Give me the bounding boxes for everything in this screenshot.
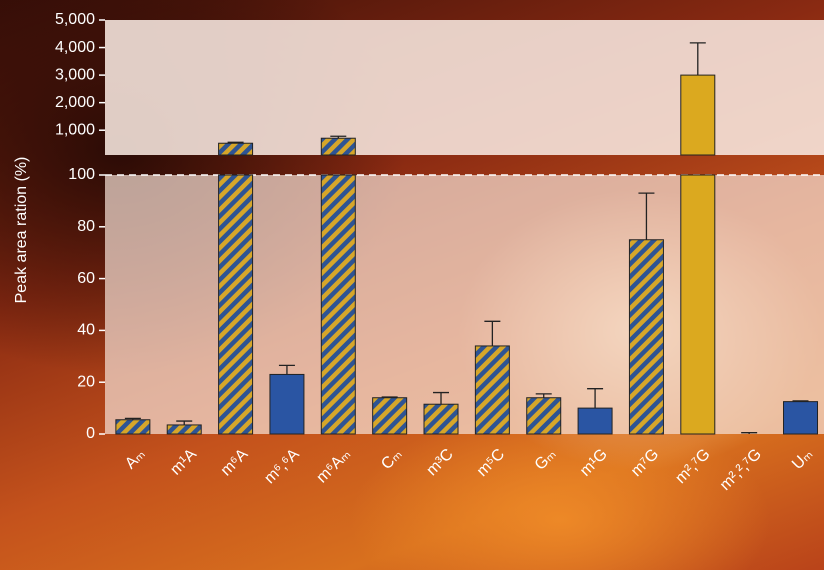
x-tick-label: m¹G	[577, 446, 611, 480]
x-tick-label: m³C	[423, 446, 456, 479]
bar	[218, 142, 254, 156]
bar	[474, 345, 510, 435]
bar	[269, 373, 305, 435]
x-tick-label: m¹A	[167, 446, 200, 479]
bar	[166, 424, 202, 435]
x-tick-label: Uₘ	[789, 446, 816, 473]
lower-panel	[105, 175, 824, 434]
x-tick-label: m⁵C	[474, 446, 508, 480]
error-bar	[689, 42, 706, 76]
y-tick-label: 3,000	[55, 66, 95, 83]
bar	[680, 74, 716, 156]
y-tick-label: 2,000	[55, 94, 95, 111]
error-bar	[638, 192, 655, 240]
upper-panel	[105, 20, 824, 155]
error-bar	[484, 320, 501, 346]
x-tick-label: m²,⁷G	[672, 446, 713, 487]
bar	[372, 397, 408, 435]
x-tick-label: m⁶Aₘ	[313, 446, 354, 487]
y-axis-label: Peak area ration (%)	[13, 157, 30, 304]
bar	[115, 419, 151, 435]
x-tick-label: m⁷G	[628, 446, 662, 480]
error-bar	[741, 432, 758, 434]
error-bar	[278, 364, 295, 375]
bar	[526, 397, 562, 435]
bar	[218, 174, 254, 435]
y-tick-label: 5,000	[55, 11, 95, 28]
y-tick-label: 20	[77, 373, 95, 390]
y-tick-label: 1,000	[55, 121, 95, 138]
x-tick-label: m⁶,⁶A	[261, 446, 303, 488]
error-bar	[587, 388, 604, 409]
error-bar	[433, 391, 450, 405]
bar	[423, 403, 459, 435]
x-tick-label: Aₘ	[122, 446, 149, 473]
error-bar	[792, 400, 809, 402]
y-tick-label: 100	[68, 166, 95, 183]
x-tick-label: Cₘ	[378, 446, 405, 473]
x-tick-label: m²,²,⁷G	[717, 446, 765, 494]
bar	[320, 174, 356, 435]
y-tick-label: 40	[77, 322, 95, 339]
bar	[783, 401, 819, 435]
x-tick-label: m⁶A	[218, 446, 252, 480]
bar	[628, 239, 664, 435]
x-tick-label: Gₘ	[532, 446, 560, 474]
bar	[320, 137, 356, 156]
error-bar	[227, 141, 244, 144]
error-bar	[124, 417, 141, 420]
y-tick-label: 80	[77, 218, 95, 235]
bar	[577, 407, 613, 435]
error-bar	[381, 396, 398, 398]
y-tick-label: 4,000	[55, 39, 95, 56]
y-tick-label: 0	[86, 425, 95, 442]
y-tick-label: 60	[77, 270, 95, 287]
error-bar	[330, 135, 347, 139]
error-bar	[535, 393, 552, 398]
error-bar	[176, 420, 193, 425]
bar	[680, 174, 716, 435]
